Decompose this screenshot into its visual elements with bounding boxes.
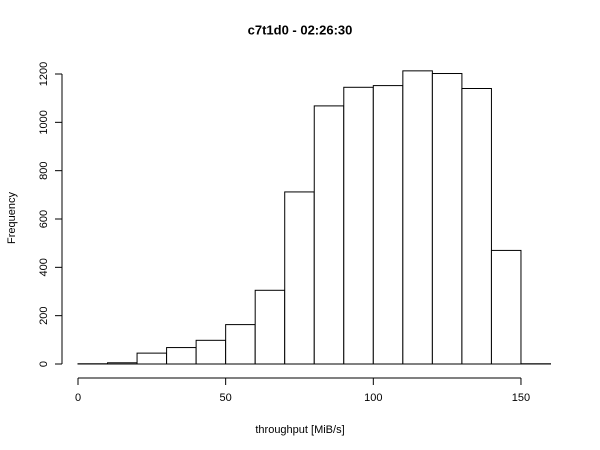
y-tick-label: 800 [38,161,50,179]
y-tick-label: 200 [38,306,50,324]
x-tick-label: 150 [512,392,530,404]
bar [225,324,256,365]
bar [284,191,315,365]
y-axis-label: Frequency [6,192,18,244]
y-tick-label: 0 [38,361,50,367]
y-tick-label: 1000 [38,110,50,134]
bar [461,88,492,365]
bar [402,70,433,365]
x-tick-label: 0 [75,392,81,404]
bar [431,73,463,365]
bar [313,105,345,365]
y-tick-label: 600 [38,210,50,228]
bar [195,339,227,365]
bar [372,85,404,365]
bar [254,289,286,365]
x-axis-label: throughput [MiB/s] [255,424,344,436]
bar [343,86,374,365]
y-tick-label: 1200 [38,62,50,86]
x-tick-label: 50 [220,392,232,404]
chart-title: c7t1d0 - 02:26:30 [248,22,353,37]
bar [107,362,138,365]
y-tick-label: 400 [38,258,50,276]
bar [490,249,522,365]
bar [166,347,197,365]
bar [136,352,168,365]
x-tick-label: 100 [364,392,382,404]
